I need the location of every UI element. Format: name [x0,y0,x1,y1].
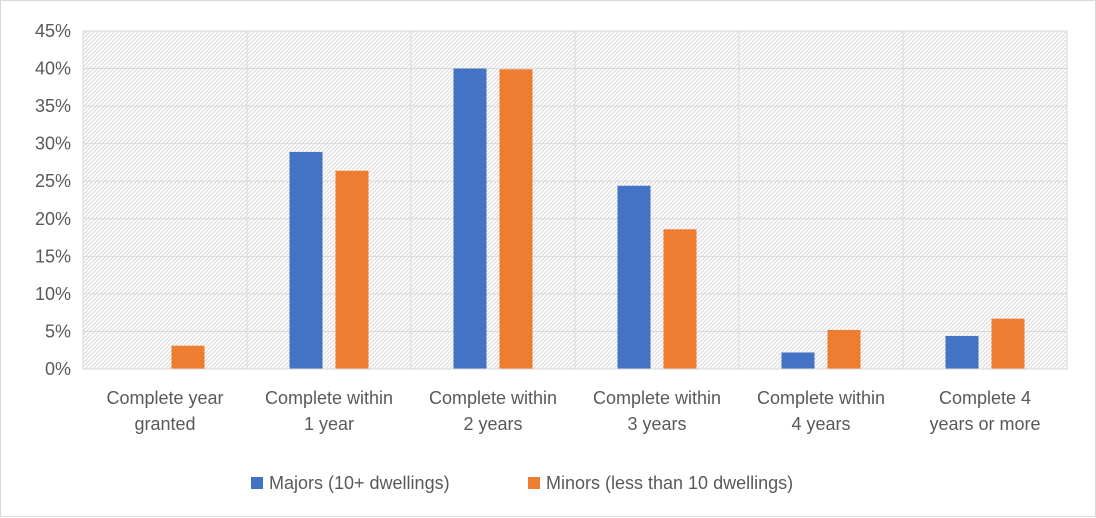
x-tick-label: 1 year [304,414,354,434]
legend-swatch [528,477,540,489]
x-tick-label: Complete within [593,388,721,408]
x-tick-label: years or more [929,414,1040,434]
y-tick-label: 40% [35,59,71,79]
x-tick-label: Complete 4 [939,388,1031,408]
x-tick-label: Complete within [429,388,557,408]
legend-label: Minors (less than 10 dwellings) [546,473,793,493]
y-tick-label: 35% [35,96,71,116]
bar [335,170,369,369]
bar [663,229,697,369]
bar [171,345,205,369]
bar [827,329,861,369]
bars [171,68,1025,370]
y-tick-label: 30% [35,134,71,154]
x-tick-label: Complete within [757,388,885,408]
y-tick-label: 20% [35,209,71,229]
x-tick-label: 4 years [791,414,850,434]
bar [499,69,533,369]
bar [945,335,979,369]
legend: Majors (10+ dwellings) Minors (less than … [251,473,793,493]
x-tick-label: Complete within [265,388,393,408]
gridlines [82,30,1068,370]
legend-label: Majors (10+ dwellings) [269,473,450,493]
x-tick-label: granted [134,414,195,434]
y-tick-label: 25% [35,171,71,191]
axes: 0% 5% 10% 15% 20% 25% 30% 35% 40% 45% Complete yea… [35,21,1067,434]
y-tick-label: 45% [35,21,71,41]
x-tick-label: 2 years [463,414,522,434]
x-tick-label: Complete year [106,388,223,408]
bar [289,151,323,369]
legend-swatch [251,477,263,489]
bar [991,318,1025,369]
x-tick-label: 3 years [627,414,686,434]
bar [453,68,487,370]
bar [781,352,815,369]
y-tick-label: 5% [45,321,71,341]
y-tick-label: 10% [35,284,71,304]
y-tick-label: 0% [45,359,71,379]
y-tick-label: 15% [35,246,71,266]
bar [617,185,651,369]
